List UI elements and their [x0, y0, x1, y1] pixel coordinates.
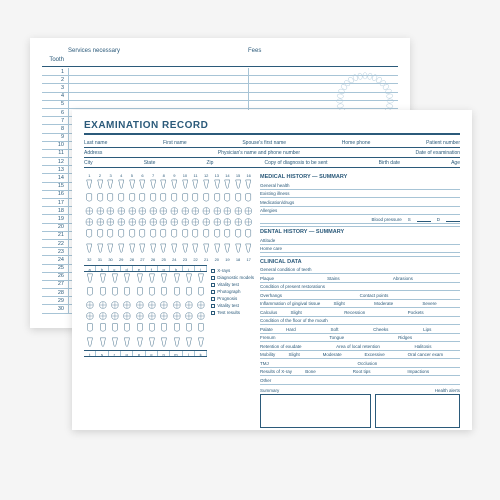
- blood-pressure-line: Blood pressure S D: [260, 215, 460, 224]
- clinical-data-header: CLINICAL DATA: [260, 259, 460, 265]
- kid-teeth-bottom: [84, 311, 207, 349]
- patient-row-2: Address Physician's name and phone numbe…: [84, 148, 460, 158]
- physician-label: Physician's name and phone number: [218, 150, 300, 156]
- summary-box: [260, 394, 371, 428]
- adult-teeth-top: [84, 178, 254, 216]
- last-name-label: Last name: [84, 140, 107, 146]
- state-label: State: [144, 160, 156, 166]
- tooth-chart-column: 12345678910111213141516 3231302928272625…: [84, 172, 254, 424]
- col-services-label: Services necessary: [68, 48, 248, 54]
- patient-row-1: Last name First name Spouse's first name…: [84, 138, 460, 148]
- kid-teeth-top: [84, 272, 207, 310]
- spouse-label: Spouse's first name: [242, 140, 286, 146]
- birth-label: Birth date: [379, 160, 400, 166]
- col-tooth-label: Tooth: [42, 57, 68, 63]
- med-history-header: MEDICAL HISTORY — SUMMARY: [260, 174, 460, 180]
- form-title: EXAMINATION RECORD: [84, 120, 460, 135]
- back-subheader: Tooth: [42, 57, 398, 63]
- age-label: Age: [451, 160, 460, 166]
- city-label: City: [84, 160, 93, 166]
- patient-number-label: Patient number: [426, 140, 460, 146]
- alerts-label: Health alerts: [375, 388, 460, 393]
- exam-record-front: EXAMINATION RECORD Last name First name …: [72, 110, 472, 430]
- exam-date-label: Date of examination: [416, 150, 460, 156]
- clinical-column: MEDICAL HISTORY — SUMMARY General health…: [260, 172, 460, 424]
- col-fees-label: Fees: [248, 48, 398, 54]
- zip-label: Zip: [206, 160, 213, 166]
- tooth-numbers-bottom: 32313029282726252423222120191817: [84, 256, 254, 262]
- back-header: Services necessary Fees: [42, 48, 398, 54]
- diagnostic-checklist: X-raysDiagnostic modelsVitality testPhot…: [211, 267, 254, 357]
- patient-row-3: City State Zip Copy of diagnosis to be s…: [84, 158, 460, 168]
- health-alerts-box: [375, 394, 460, 428]
- first-name-label: First name: [163, 140, 187, 146]
- adult-teeth-bottom: [84, 217, 254, 255]
- copy-label: Copy of diagnosis to be sent: [264, 160, 327, 166]
- home-phone-label: Home phone: [342, 140, 371, 146]
- dental-history-header: DENTAL HISTORY — SUMMARY: [260, 229, 460, 235]
- kid-letters-bottom: tsrqponmlk: [84, 350, 207, 357]
- summary-label: Summary: [260, 388, 371, 393]
- address-label: Address: [84, 150, 102, 156]
- kid-letters-top: abcdefghij: [84, 265, 207, 272]
